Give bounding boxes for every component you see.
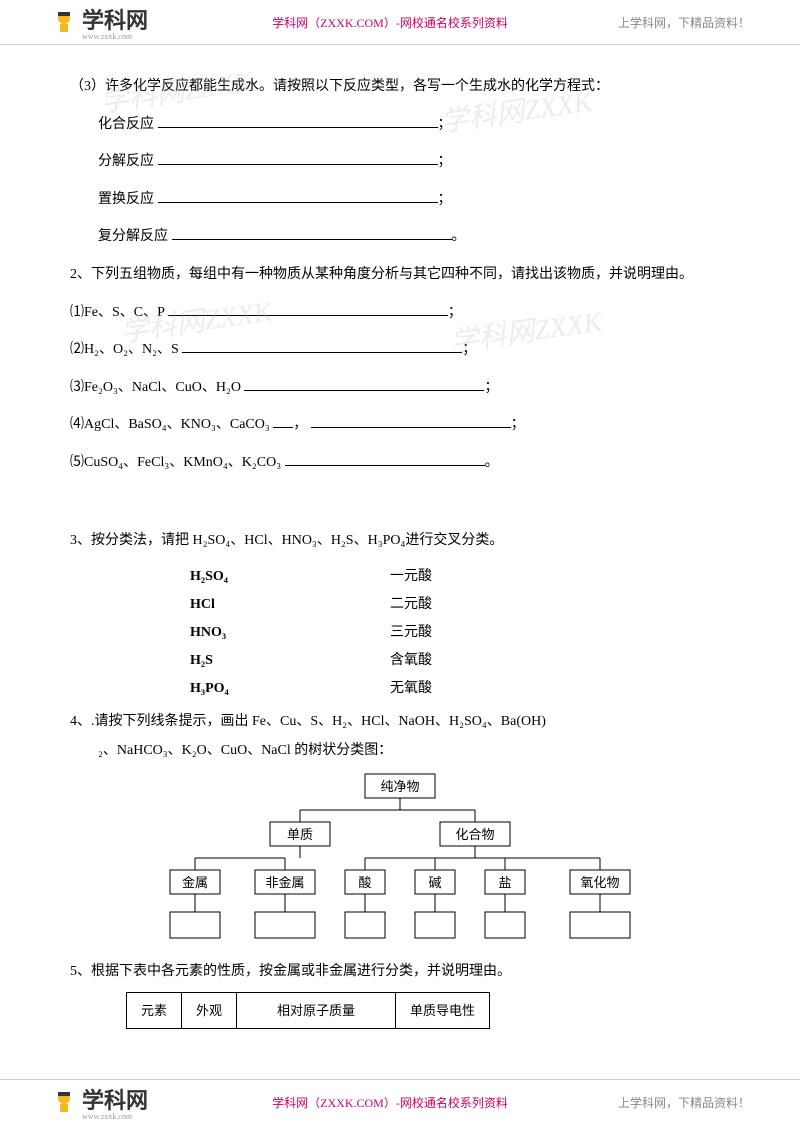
svg-text:非金属: 非金属 [265, 875, 304, 890]
footer-right: 上学科网，下精品资料！ [580, 1094, 750, 1111]
svg-text:碱: 碱 [428, 875, 441, 890]
blank-line[interactable] [172, 222, 452, 240]
pair-row: HNO₃三元酸 [190, 619, 730, 647]
logo-sub: www.zxxk.com [82, 1112, 148, 1121]
q5-intro: 5、根据下表中各元素的性质，按金属或非金属进行分类，并说明理由。 [70, 955, 730, 989]
q2-item-1: ⑴Fe、S、C、P ； [70, 296, 730, 330]
q2-label-3: ⑶Fe₂O₃、NaCl、CuO、H₂O [70, 380, 241, 395]
pair-row: HCl二元酸 [190, 591, 730, 619]
q2-label-5: ⑸CuSO₄、FeCl₃、KMnO₄、K₂CO₃ [70, 455, 281, 470]
pair-row: H₂S含氧酸 [190, 647, 730, 675]
svg-text:金属: 金属 [182, 875, 208, 890]
logo-text: 学科网 [82, 1088, 148, 1113]
tree-svg: 纯净物单质 化合物金属 非金属 酸 碱 盐 氧化物 [140, 772, 660, 947]
logo-icon [50, 1088, 78, 1116]
blank-line[interactable] [158, 185, 438, 203]
q2-label-2: ⑵H₂、O₂、N₂、S [70, 342, 179, 357]
q2-label-4: ⑷AgCl、BaSO₄、KNO₃、CaCO₃ [70, 417, 270, 432]
pair-left: HNO₃ [190, 619, 390, 647]
tree-diagram: 纯净物单质 化合物金属 非金属 酸 碱 盐 氧化物 [140, 772, 660, 947]
q3b-intro: 3、按分类法，请把 H₂SO₄、HCl、HNO₃、H₂S、H₃PO₄进行交叉分类… [70, 524, 730, 558]
table-cell: 元素 [127, 993, 182, 1029]
pair-row: H₂SO₄一元酸 [190, 563, 730, 591]
logo: 学科网 www.zxxk.com [50, 1083, 200, 1121]
pair-left: H₂S [190, 647, 390, 675]
logo-icon [50, 8, 78, 36]
blank-line[interactable] [285, 448, 485, 466]
q3-item-a: 化合反应 ； [70, 108, 730, 142]
svg-text:纯净物: 纯净物 [380, 779, 419, 794]
header-center: 学科网（ZXXK.COM）-网校通名校系列资料 [200, 14, 580, 31]
q4-line2: ₂、NaHCO₃、K₂O、CuO、NaCl 的树状分类图： [70, 738, 730, 763]
blank-line[interactable] [158, 110, 438, 128]
pair-left: HCl [190, 591, 390, 619]
q2-label-1: ⑴Fe、S、C、P [70, 305, 164, 320]
blank-line[interactable] [168, 298, 448, 316]
q3-label-b: 分解反应 [98, 154, 154, 169]
element-table: 元素 外观 相对原子质量 单质导电性 [126, 992, 490, 1029]
q3-label-d: 复分解反应 [98, 229, 168, 244]
blank-line[interactable] [182, 335, 462, 353]
blank-line[interactable] [273, 410, 293, 428]
q2-item-4: ⑷AgCl、BaSO₄、KNO₃、CaCO₃ ， ； [70, 408, 730, 442]
footer-center: 学科网（ZXXK.COM）-网校通名校系列资料 [200, 1094, 580, 1111]
q3-label-a: 化合反应 [98, 117, 154, 132]
blank-line[interactable] [158, 147, 438, 165]
page-content: （3）许多化学反应都能生成水。请按照以下反应类型，各写一个生成水的化学方程式： … [0, 45, 800, 1039]
pair-right: 无氧酸 [390, 675, 510, 703]
q2-intro: 2、下列五组物质，每组中有一种物质从某种角度分析与其它四种不同，请找出该物质，并… [70, 258, 730, 292]
blank-line[interactable] [311, 410, 511, 428]
table-cell: 相对原子质量 [237, 993, 396, 1029]
logo: 学科网 www.zxxk.com [50, 3, 200, 41]
pair-left: H₃PO₄ [190, 675, 390, 703]
page-header: 学科网 www.zxxk.com 学科网（ZXXK.COM）-网校通名校系列资料… [0, 0, 800, 45]
pair-table: H₂SO₄一元酸 HCl二元酸 HNO₃三元酸 H₂S含氧酸 H₃PO₄无氧酸 [190, 563, 730, 703]
pair-row: H₃PO₄无氧酸 [190, 675, 730, 703]
q2-item-2: ⑵H₂、O₂、N₂、S ； [70, 333, 730, 367]
header-right: 上学科网，下精品资料！ [580, 14, 750, 31]
page-footer: 学科网 www.zxxk.com 学科网（ZXXK.COM）-网校通名校系列资料… [0, 1079, 800, 1124]
blank-line[interactable] [244, 373, 484, 391]
table-cell: 外观 [182, 993, 237, 1029]
q3-item-b: 分解反应 ； [70, 145, 730, 179]
svg-text:化合物: 化合物 [455, 827, 494, 842]
table-cell: 单质导电性 [396, 993, 490, 1029]
pair-left: H₂SO₄ [190, 563, 390, 591]
pair-right: 二元酸 [390, 591, 510, 619]
q2-item-5: ⑸CuSO₄、FeCl₃、KMnO₄、K₂CO₃ 。 [70, 446, 730, 480]
q3-label-c: 置换反应 [98, 192, 154, 207]
pair-right: 含氧酸 [390, 647, 510, 675]
svg-text:酸: 酸 [358, 875, 371, 890]
svg-text:氧化物: 氧化物 [580, 875, 619, 890]
table-row: 元素 外观 相对原子质量 单质导电性 [127, 993, 490, 1029]
svg-text:单质: 单质 [287, 827, 313, 842]
q3-item-d: 复分解反应 。 [70, 220, 730, 254]
q2-item-3: ⑶Fe₂O₃、NaCl、CuO、H₂O ； [70, 371, 730, 405]
pair-right: 一元酸 [390, 563, 510, 591]
q3-item-c: 置换反应 ； [70, 183, 730, 217]
pair-right: 三元酸 [390, 619, 510, 647]
q3-intro: （3）许多化学反应都能生成水。请按照以下反应类型，各写一个生成水的化学方程式： [70, 70, 730, 104]
logo-sub: www.zxxk.com [82, 32, 148, 41]
logo-text: 学科网 [82, 8, 148, 33]
q4-line1: 4、.请按下列线条提示，画出 Fe、Cu、S、H₂、HCl、NaOH、H₂SO₄… [70, 709, 730, 734]
svg-text:盐: 盐 [498, 875, 511, 890]
